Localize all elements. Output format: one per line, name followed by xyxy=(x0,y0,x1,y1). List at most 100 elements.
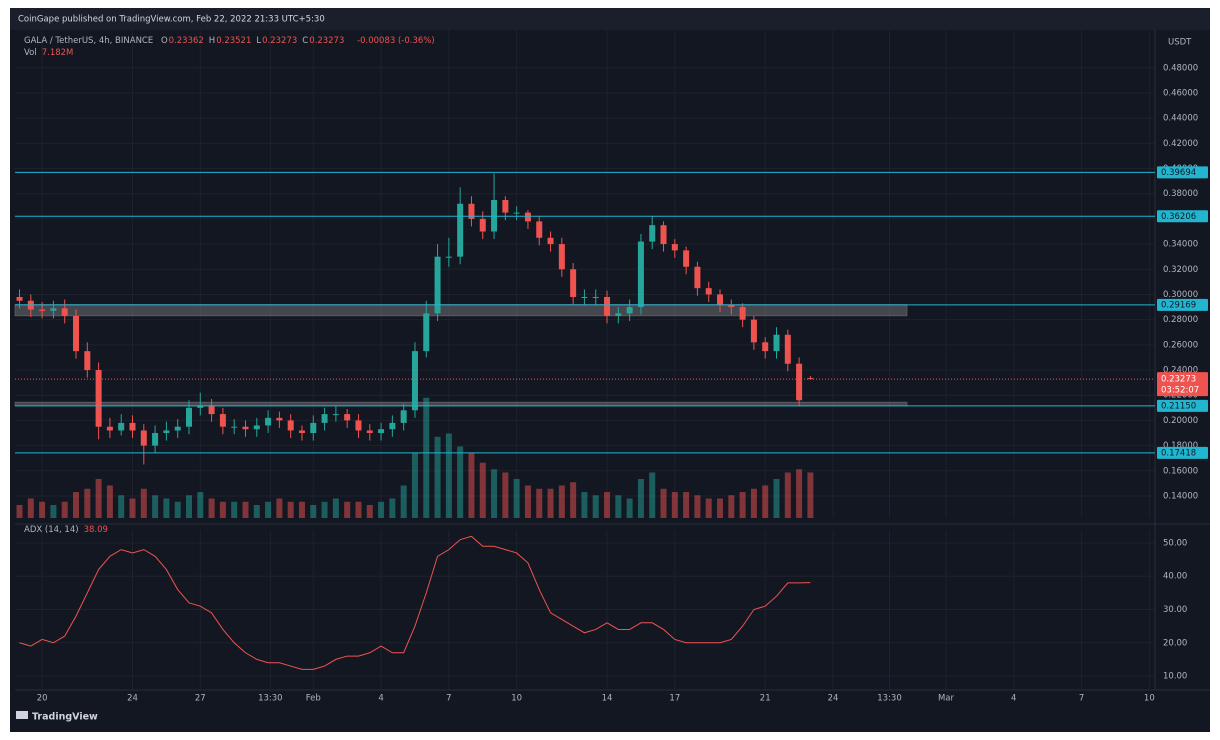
candle-body xyxy=(16,296,23,301)
x-tick-label: Feb xyxy=(306,694,321,704)
candle-body xyxy=(717,294,724,305)
candle-body xyxy=(95,370,102,427)
volume-bar xyxy=(796,469,803,518)
volume-bar xyxy=(524,485,531,518)
volume-bar xyxy=(118,495,125,518)
candle-body xyxy=(626,307,633,314)
x-tick-label: 10 xyxy=(511,694,522,704)
volume-bar xyxy=(50,505,57,518)
candle-body xyxy=(558,244,565,270)
x-tick-label: 7 xyxy=(446,694,451,704)
volume-bar xyxy=(411,453,418,518)
y-tick-label: 0.42000 xyxy=(1163,139,1198,149)
volume-bar xyxy=(174,501,181,518)
candle-body xyxy=(344,414,351,421)
y-tick-label: 20.00 xyxy=(1163,638,1187,648)
publisher: CoinGape published on TradingView.com, F… xyxy=(18,15,325,25)
volume-bar xyxy=(717,498,724,518)
volume-bar xyxy=(265,501,272,518)
x-tick-label: Mar xyxy=(938,694,955,704)
level-label: 0.29169 xyxy=(1161,300,1196,310)
y-tick-label: 0.48000 xyxy=(1163,63,1198,73)
candle-body xyxy=(61,308,68,316)
level-tag xyxy=(1157,166,1208,179)
candle-body xyxy=(683,250,690,267)
candle-body xyxy=(705,288,712,295)
y-tick-label: 0.38000 xyxy=(1163,189,1198,199)
candle-body xyxy=(660,225,667,245)
candle-body xyxy=(604,296,611,316)
candle-body xyxy=(479,218,486,232)
volume-bar xyxy=(660,488,667,518)
volume-bar xyxy=(344,501,351,518)
x-tick-label: 24 xyxy=(828,694,839,704)
volume-bar xyxy=(106,485,113,518)
x-tick-label: 13:30 xyxy=(258,694,283,704)
volume-bar xyxy=(773,479,780,518)
volume-bar xyxy=(231,501,238,518)
volume-bar xyxy=(310,505,317,518)
volume-bar xyxy=(694,495,701,518)
volume-bar xyxy=(129,498,136,518)
candle-body xyxy=(265,417,272,426)
candle-body xyxy=(739,307,746,320)
y-tick-label: 10.00 xyxy=(1163,672,1187,682)
candle-body xyxy=(152,432,159,446)
x-tick-label: 13:30 xyxy=(877,694,902,704)
volume-bar xyxy=(152,495,159,518)
candle-body xyxy=(73,315,80,352)
candle-body xyxy=(332,414,339,416)
candle-body xyxy=(502,200,509,213)
level-tag xyxy=(1157,210,1208,223)
candle-body xyxy=(118,422,125,431)
volume-bar xyxy=(479,462,486,518)
volume-bar xyxy=(784,472,791,518)
candle-body xyxy=(423,313,430,352)
level-tag xyxy=(1157,298,1208,311)
volume-bar xyxy=(321,501,328,518)
candle-body xyxy=(310,422,317,433)
legend-row: GALA / TetherUS, 4h, BINANCE O0.23362 H0.… xyxy=(24,36,440,46)
candle-body xyxy=(547,237,554,245)
volume-bar xyxy=(762,485,769,518)
y-tick-label: 40.00 xyxy=(1163,572,1187,582)
candle-body xyxy=(197,405,204,408)
volume-bar xyxy=(547,488,554,518)
volume-bar xyxy=(536,488,543,518)
candle-body xyxy=(50,308,57,311)
volume-bar xyxy=(671,492,678,518)
volume-bar xyxy=(39,501,46,518)
volume-bar xyxy=(61,501,68,518)
candle-body xyxy=(773,334,780,352)
volume-bar xyxy=(389,498,396,518)
volume-bar xyxy=(16,505,23,518)
y-tick-label: 0.26000 xyxy=(1163,340,1198,350)
volume-bar xyxy=(683,492,690,518)
volume-bar xyxy=(219,501,226,518)
candle-body xyxy=(671,244,678,251)
candle-body xyxy=(106,426,113,431)
x-tick-label: 7 xyxy=(1079,694,1084,704)
y-tick-label: 0.14000 xyxy=(1163,491,1198,501)
x-tick-label: 4 xyxy=(378,694,383,704)
zone xyxy=(14,401,908,407)
y-tick-label: 0.24000 xyxy=(1163,366,1198,376)
volume-bar xyxy=(208,498,215,518)
volume-bar xyxy=(728,495,735,518)
change: -0.00083 (-0.36%) xyxy=(357,36,435,46)
symbol: GALA / TetherUS, 4h, BINANCE xyxy=(24,36,154,46)
adx-line xyxy=(19,535,811,670)
candle-body xyxy=(129,422,136,431)
x-tick-label: 20 xyxy=(37,694,48,704)
candle-body xyxy=(434,256,441,314)
y-tick-label: 0.20000 xyxy=(1163,416,1198,426)
candle-body xyxy=(728,304,735,308)
volume-bar xyxy=(332,498,339,518)
x-tick-label: 21 xyxy=(760,694,771,704)
volume-bar xyxy=(502,472,509,518)
volume-bar xyxy=(423,397,430,518)
currency: USDT xyxy=(1168,38,1192,48)
candle-body xyxy=(468,203,475,219)
volume-value: 7.182M xyxy=(41,48,74,58)
